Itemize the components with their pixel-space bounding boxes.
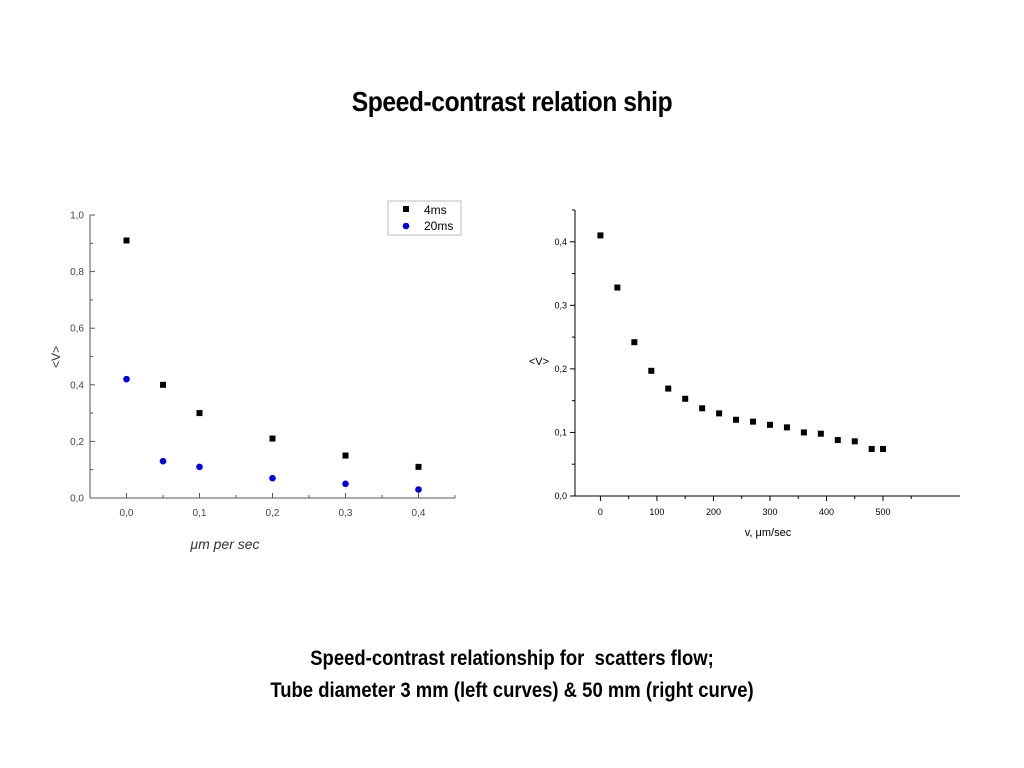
marker-point — [750, 418, 757, 425]
marker-20ms — [196, 463, 203, 471]
x-tick-label: 0 — [598, 507, 603, 517]
marker-4ms — [123, 237, 130, 244]
marker-point — [733, 416, 740, 423]
x-tick-label: 400 — [819, 507, 834, 517]
x-tick-label: 0,1 — [193, 508, 207, 519]
marker-4ms — [415, 463, 422, 470]
y-tick-label: 0,0 — [554, 491, 567, 501]
y-tick-label: 0,6 — [70, 324, 84, 335]
x-tick-label: 200 — [706, 507, 721, 517]
y-tick-label: 0,1 — [554, 427, 567, 437]
x-tick-label: 0,0 — [120, 508, 134, 519]
marker-4ms — [196, 410, 203, 417]
y-tick-label: 0,0 — [70, 494, 84, 505]
marker-point — [614, 284, 621, 291]
caption: Speed-contrast relationship for scatters… — [61, 643, 962, 707]
x-axis-title: μm per sec — [189, 536, 259, 552]
marker-point — [834, 437, 841, 444]
legend-label-20ms: 20ms — [424, 219, 453, 233]
marker-20ms — [123, 375, 130, 383]
caption-line-1: Speed-contrast relationship for scatters… — [310, 647, 714, 670]
x-tick-label: 300 — [762, 507, 777, 517]
x-axis-title: v, μm/sec — [745, 527, 792, 539]
x-tick-label: 0,4 — [412, 508, 426, 519]
marker-point — [665, 385, 672, 392]
marker-point — [682, 395, 689, 402]
y-tick-label: 0,2 — [554, 364, 567, 374]
y-tick-label: 0,3 — [554, 300, 567, 310]
legend-marker-20ms — [402, 222, 410, 230]
marker-point — [766, 421, 773, 428]
page-title: Speed-contrast relation ship — [351, 86, 673, 117]
marker-point — [631, 339, 638, 346]
marker-20ms — [159, 457, 167, 465]
marker-point — [868, 445, 875, 452]
y-tick-label: 0,8 — [70, 267, 84, 278]
marker-point — [851, 438, 858, 445]
marker-4ms — [160, 381, 166, 388]
marker-point — [880, 445, 886, 452]
marker-20ms — [415, 486, 422, 493]
marker-20ms — [342, 480, 349, 488]
marker-point — [783, 424, 790, 431]
marker-point — [699, 405, 706, 412]
y-tick-label: 1,0 — [70, 211, 84, 222]
y-tick-label: 0,2 — [70, 437, 84, 448]
marker-point — [817, 430, 824, 437]
y-tick-label: 0,4 — [70, 380, 84, 391]
marker-point — [716, 410, 723, 417]
x-tick-label: 0,3 — [339, 508, 353, 519]
y-axis-title: <V> — [49, 346, 63, 368]
legend-label-4ms: 4ms — [424, 203, 447, 217]
legend-marker-4ms — [403, 206, 409, 212]
y-tick-label: 0,4 — [554, 237, 567, 247]
y-axis-title: <V> — [529, 356, 549, 368]
marker-point — [648, 367, 655, 374]
marker-point — [800, 429, 807, 436]
marker-4ms — [269, 435, 276, 442]
x-tick-label: 0,2 — [266, 508, 280, 519]
x-tick-label: 100 — [649, 507, 664, 517]
marker-4ms — [342, 452, 349, 459]
marker-point — [597, 232, 604, 239]
caption-line-2: Tube diameter 3 mm (left curves) & 50 mm… — [270, 679, 754, 702]
x-tick-label: 500 — [875, 507, 890, 517]
legend-box — [387, 200, 462, 236]
marker-20ms — [269, 474, 276, 482]
